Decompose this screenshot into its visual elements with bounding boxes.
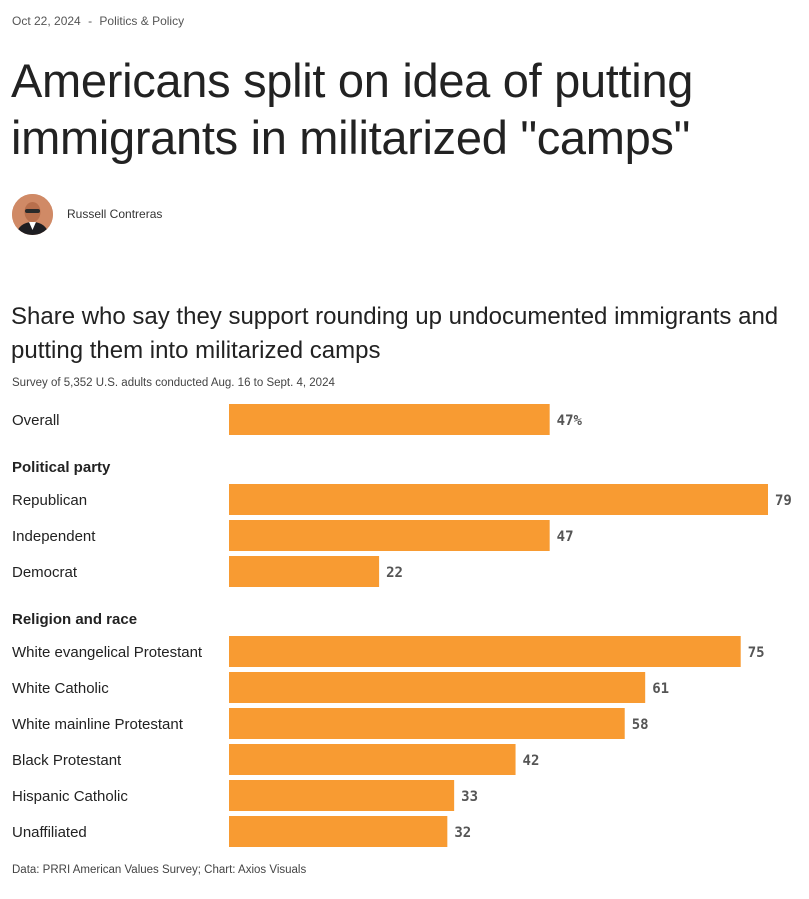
bar [229,708,625,739]
bar-value-label: 79 [775,493,792,509]
bar-value-label: 42 [523,753,540,769]
author-name[interactable]: Russell Contreras [67,207,163,221]
category-label: White evangelical Protestant [12,644,203,661]
group-heading: Political party [12,459,111,476]
meta-separator: - [88,14,93,28]
category-label: Overall [12,412,60,429]
article-date: Oct 22, 2024 [12,14,81,28]
category-label: Black Protestant [12,752,122,769]
bar-value-label: 33 [461,789,478,805]
bar [229,484,768,515]
category-label: White Catholic [12,680,109,697]
bar-value-label: 47 [557,529,574,545]
bar-value-label: 22 [386,565,403,581]
bar-value-label: 75 [748,645,765,661]
category-label: Democrat [12,564,78,581]
bar [229,780,455,811]
bar [229,636,741,667]
category-label: Unaffiliated [12,824,87,841]
bar-value-label: 58 [632,717,649,733]
bar-value-label: 61 [652,681,669,697]
author-avatar[interactable] [12,193,53,235]
bar [229,404,550,435]
chart-source: Data: PRRI American Values Survey; Chart… [12,864,307,876]
bar-value-label: 47% [557,413,583,429]
section-link[interactable]: Politics & Policy [99,14,185,28]
article-meta: Oct 22, 2024 - Politics & Policy [12,14,184,28]
category-label: Independent [12,528,96,545]
bar [229,556,380,587]
category-label: Republican [12,492,87,509]
bar [229,672,646,703]
group-heading: Religion and race [12,611,137,628]
bar-chart: Overall 47% Political party Republican 79 Ind… [12,404,792,847]
chart-title: Share who say they support rounding up u… [11,303,779,364]
chart-subtitle: Survey of 5,352 U.S. adults conducted Au… [12,377,335,389]
bar [229,816,448,847]
bar [229,744,516,775]
bar-value-label: 32 [454,825,471,841]
headline: Americans split on idea of putting immig… [11,54,694,164]
category-label: Hispanic Catholic [12,788,128,805]
bar [229,520,550,551]
author-byline[interactable]: Russell Contreras [12,193,162,235]
category-label: White mainline Protestant [12,716,184,733]
